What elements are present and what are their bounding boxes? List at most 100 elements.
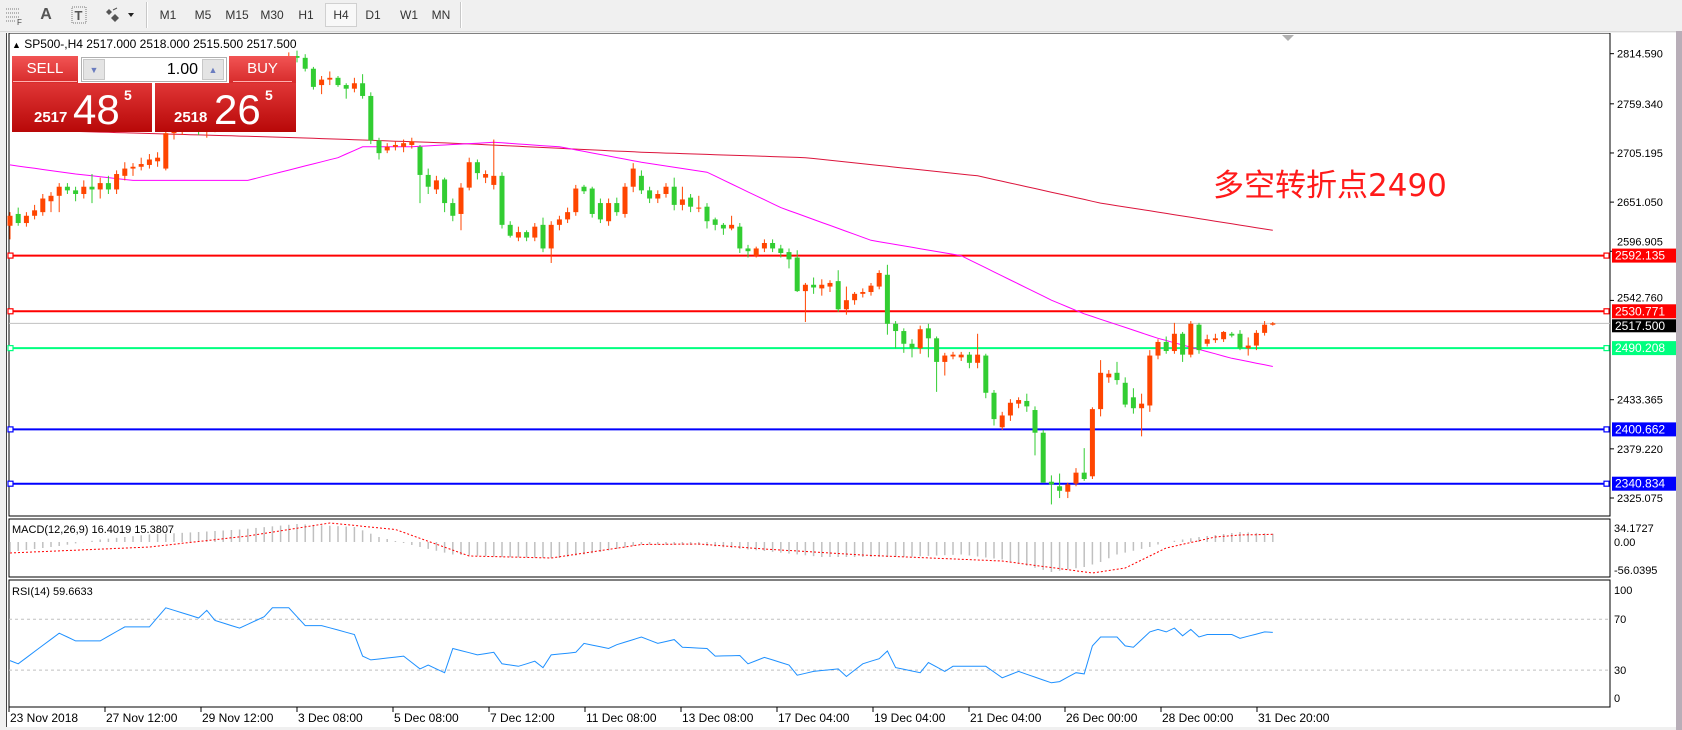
lot-size-stepper[interactable]: ▼ ▲ <box>81 57 227 82</box>
rsi-tick-label: 0 <box>1614 693 1620 705</box>
candle-bull <box>163 133 169 169</box>
candle-bull <box>606 203 612 222</box>
macd-signal-line <box>9 522 1273 574</box>
date-tick-label: 11 Dec 08:00 <box>586 711 657 725</box>
level-price-tag <box>1612 304 1678 319</box>
level-price-tag <box>1612 422 1678 437</box>
level-handle-left[interactable] <box>7 252 14 259</box>
current-price-tag <box>1612 319 1678 333</box>
candle-bull <box>843 300 849 310</box>
candle-bear <box>1196 324 1202 351</box>
lot-size-input[interactable] <box>108 58 198 81</box>
candle-bull <box>696 207 702 209</box>
candle-bear <box>302 57 308 69</box>
shapes-icon[interactable] <box>104 4 138 26</box>
lot-increase-button[interactable]: ▲ <box>202 59 224 80</box>
candle-bull <box>1106 373 1112 378</box>
candle-bull <box>97 183 103 190</box>
candle-bear <box>688 197 694 207</box>
price-chart[interactable]: 2814.590 2759.340 2705.195 2651.050 2596.905… <box>7 33 1681 727</box>
date-tick-label: 26 Dec 00:00 <box>1066 711 1138 725</box>
candle-bull <box>1262 324 1268 333</box>
candle-bull <box>7 215 13 226</box>
candle-bear <box>597 203 603 220</box>
candle-bull <box>942 355 948 362</box>
candle-bull <box>852 293 858 301</box>
candle-bull <box>827 282 833 287</box>
timeframe-m30-button[interactable]: M30 <box>260 8 284 22</box>
sell-price-sup: 5 <box>124 87 132 103</box>
level-handle-right[interactable] <box>1603 308 1610 315</box>
lot-decrease-button[interactable]: ▼ <box>83 59 105 80</box>
chart-annotation-text[interactable]: 多空转折点2490 <box>1213 168 1447 204</box>
candle-bear <box>1122 382 1128 405</box>
candle-bear <box>745 248 751 252</box>
candle-bear <box>991 392 997 420</box>
timeframe-h4-button[interactable]: H4 <box>325 3 357 27</box>
candle-bear <box>811 284 817 288</box>
level-handle-left[interactable] <box>7 308 14 315</box>
buy-price-prefix: 2518 <box>174 109 208 126</box>
level-price-label: 2592.135 <box>1615 249 1665 263</box>
date-tick-label: 19 Dec 04:00 <box>874 711 946 725</box>
candle-bull <box>532 226 538 238</box>
candle-bull <box>802 284 808 292</box>
level-handle-left[interactable] <box>7 426 14 433</box>
candle-bear <box>1081 472 1087 480</box>
candle-bear <box>712 219 718 225</box>
candle-bear <box>310 68 316 87</box>
buy-label: BUY <box>233 57 292 82</box>
level-handle-left[interactable] <box>7 345 14 352</box>
one-click-trading-panel: SELL ▼ ▲ BUY 2517 48 5 2518 26 5 <box>12 56 296 133</box>
chart-shift-marker-icon[interactable] <box>1282 35 1294 41</box>
candle-bear <box>1180 333 1186 355</box>
buy-button[interactable]: BUY <box>229 56 296 84</box>
candle-bull <box>1016 400 1022 404</box>
level-price-label: 2340.834 <box>1615 477 1665 491</box>
date-tick-label: 23 Nov 2018 <box>10 711 78 725</box>
rsi-label: RSI(14) 59.6633 <box>12 586 93 598</box>
text-label-icon[interactable]: T <box>69 4 89 26</box>
candle-bear <box>507 224 513 236</box>
text-a-icon[interactable]: A <box>40 6 52 23</box>
timeframe-w1-button[interactable]: W1 <box>400 8 418 22</box>
candle-bear <box>893 323 899 332</box>
price-tick-label: 2325.075 <box>1617 493 1663 505</box>
candle-bear <box>105 183 111 190</box>
chart-window[interactable]: 2814.590 2759.340 2705.195 2651.050 2596.905… <box>6 33 1681 727</box>
price-tick-label: 2433.365 <box>1617 395 1663 407</box>
candle-bear <box>360 83 366 96</box>
candle-bear <box>835 281 841 310</box>
level-handle-right[interactable] <box>1603 345 1610 352</box>
candle-bear <box>647 190 653 199</box>
rsi-panel <box>8 579 1611 708</box>
level-price-label: 2400.662 <box>1615 422 1665 436</box>
level-handle-right[interactable] <box>1603 480 1610 487</box>
timeframe-m5-button[interactable]: M5 <box>194 8 212 22</box>
grid-f-icon[interactable]: F <box>4 4 24 27</box>
candle-bull <box>1212 338 1218 341</box>
timeframe-m1-button[interactable]: M1 <box>159 8 177 22</box>
candle-bear <box>417 146 423 175</box>
collapse-triangle-icon[interactable]: ▲ <box>12 40 21 50</box>
level-handle-right[interactable] <box>1603 426 1610 433</box>
candle-bull <box>32 210 38 216</box>
candle-bull <box>458 187 464 214</box>
candle-bull <box>122 168 128 176</box>
timeframe-m15-button[interactable]: M15 <box>225 8 249 22</box>
timeframe-mn-button[interactable]: MN <box>431 8 451 22</box>
candle-bull <box>433 180 439 190</box>
level-handle-right[interactable] <box>1603 252 1610 259</box>
candle-bear <box>499 175 505 225</box>
date-tick-label: 3 Dec 08:00 <box>298 711 363 725</box>
timeframe-h1-button[interactable]: H1 <box>298 8 314 22</box>
sell-button[interactable]: SELL <box>12 56 78 84</box>
sell-price-box[interactable]: 2517 48 5 <box>12 83 152 132</box>
buy-price-box[interactable]: 2518 26 5 <box>155 83 296 132</box>
chart-header: ▲ SP500-,H4 2517.000 2518.000 2515.500 2… <box>12 37 297 51</box>
level-handle-left[interactable] <box>7 480 14 487</box>
candle-bear <box>540 224 546 249</box>
moving-average-slow <box>42 129 1273 231</box>
timeframe-d1-button[interactable]: D1 <box>365 8 381 22</box>
candle-bear <box>294 56 300 58</box>
